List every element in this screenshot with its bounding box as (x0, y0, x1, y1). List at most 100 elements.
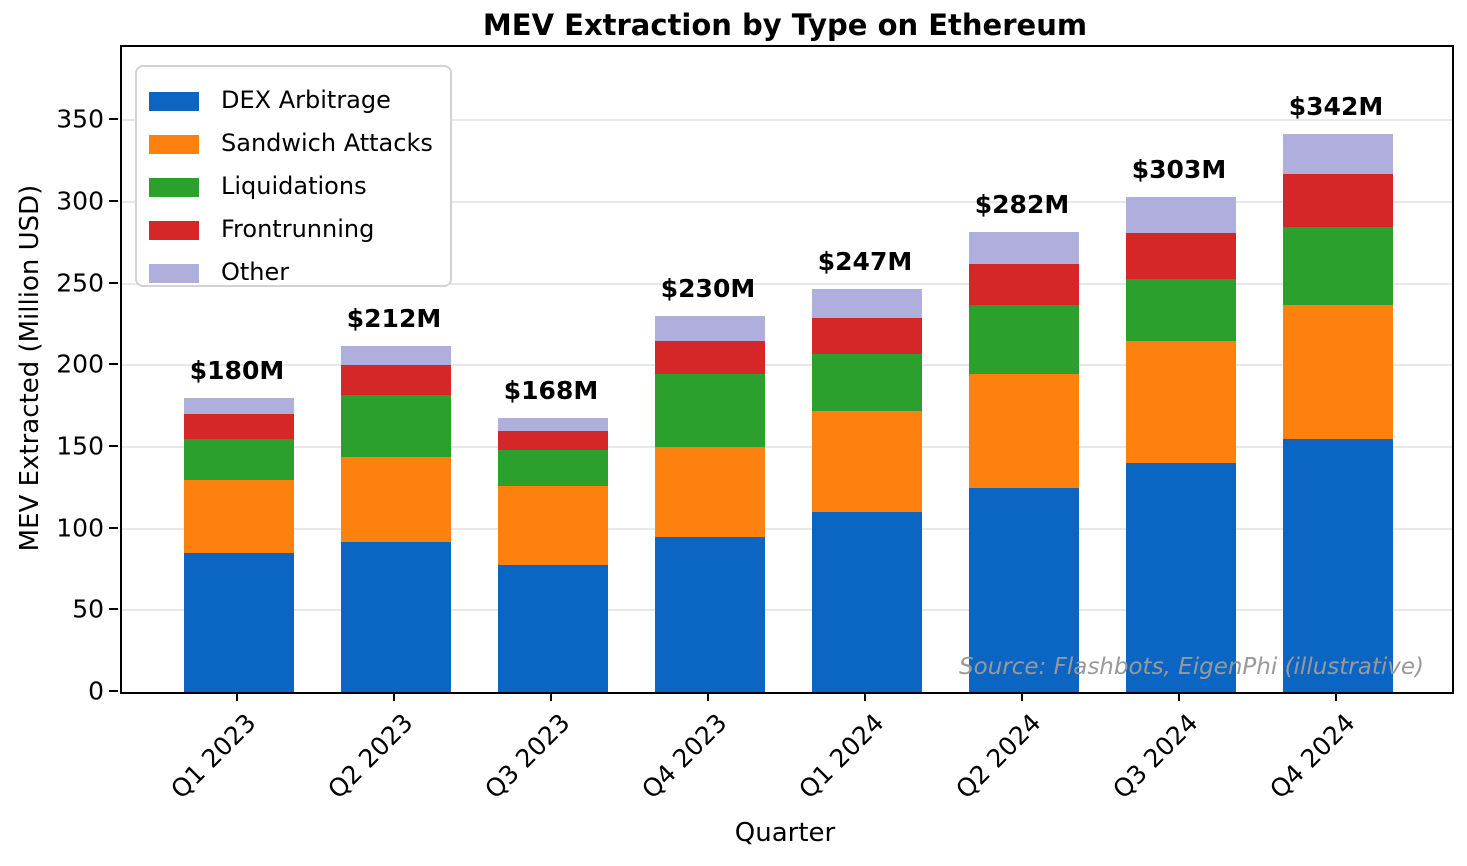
bar-segment-frontrunning (1283, 174, 1393, 227)
legend: DEX Arbitrage Sandwich Attacks Liquidation… (135, 65, 452, 287)
y-tick-mark (109, 200, 118, 203)
y-tick-label: 300 (56, 186, 104, 216)
bar-segment-dex-arbitrage (498, 564, 608, 692)
y-tick-mark (109, 281, 118, 284)
legend-label: Sandwich Attacks (221, 129, 433, 157)
x-tick-mark (707, 692, 709, 701)
bar-segment-other (812, 288, 922, 319)
plot-area: Source: Flashbots, EigenPhi (illustrativ… (120, 45, 1454, 694)
bar-segment-frontrunning (184, 414, 294, 439)
legend-swatch (149, 264, 199, 283)
bar-segment-frontrunning (969, 264, 1079, 305)
legend-item: Frontrunning (137, 209, 450, 252)
x-axis-label: Quarter (734, 818, 836, 848)
legend-swatch (149, 135, 199, 154)
legend-item: Sandwich Attacks (137, 123, 450, 166)
legend-swatch (149, 92, 199, 111)
bar-segment-liquidations (1126, 278, 1236, 341)
bar-segment-other (655, 316, 765, 341)
y-tick-label: 0 (88, 676, 104, 706)
bar-segment-sandwich-attacks (341, 456, 451, 542)
legend-label: Other (221, 258, 290, 286)
x-tick-mark (1178, 692, 1180, 701)
bar-segment-liquidations (341, 394, 451, 457)
x-tick-mark (1335, 692, 1337, 701)
y-gridline (122, 364, 1452, 367)
source-annotation: Source: Flashbots, EigenPhi (illustrativ… (959, 654, 1424, 680)
y-tick-label: 350 (56, 104, 104, 134)
bar-segment-other (1283, 133, 1393, 175)
bar-segment-dex-arbitrage (184, 553, 294, 692)
y-gridline (122, 201, 1452, 204)
bar-segment-other (969, 231, 1079, 265)
bar-segment-sandwich-attacks (1283, 305, 1393, 439)
bar-segment-dex-arbitrage (341, 541, 451, 692)
chart-title: MEV Extraction by Type on Ethereum (482, 8, 1088, 42)
legend-item: Liquidations (137, 166, 450, 209)
bar-total-label: $230M (660, 274, 756, 304)
bar-segment-other (184, 398, 294, 415)
bar-segment-liquidations (969, 305, 1079, 374)
y-tick-label: 200 (56, 349, 104, 379)
y-tick-mark (109, 526, 118, 529)
y-tick-label: 50 (72, 594, 104, 624)
bar-total-label: $247M (817, 246, 913, 276)
bar-segment-liquidations (498, 450, 608, 487)
legend-item: DEX Arbitrage (137, 80, 450, 123)
bar-segment-other (498, 417, 608, 431)
bar-segment-dex-arbitrage (655, 536, 765, 692)
bar-segment-frontrunning (1126, 233, 1236, 279)
bar-segment-dex-arbitrage (1283, 438, 1393, 692)
bar-segment-frontrunning (498, 430, 608, 451)
y-tick-mark (109, 363, 118, 366)
y-gridline (122, 609, 1452, 612)
bar-segment-sandwich-attacks (969, 373, 1079, 488)
bar-segment-sandwich-attacks (655, 447, 765, 537)
y-gridline (122, 119, 1452, 122)
y-tick-label: 250 (56, 268, 104, 298)
y-gridline (122, 446, 1452, 449)
bar-segment-liquidations (655, 373, 765, 448)
legend-swatch (149, 178, 199, 197)
bar-segment-liquidations (184, 438, 294, 480)
y-tick-label: 150 (56, 431, 104, 461)
bar-segment-frontrunning (655, 340, 765, 374)
x-tick-mark (236, 692, 238, 701)
bar-segment-sandwich-attacks (812, 411, 922, 513)
legend-swatch (149, 221, 199, 240)
legend-item: Other (137, 252, 450, 295)
legend-label: Frontrunning (221, 215, 375, 243)
bar-segment-liquidations (1283, 226, 1393, 305)
x-tick-mark (864, 692, 866, 701)
legend-label: Liquidations (221, 172, 367, 200)
bar-total-label: $303M (1131, 155, 1227, 185)
bar-segment-frontrunning (812, 318, 922, 354)
bar-segment-dex-arbitrage (969, 487, 1079, 692)
y-gridline (122, 527, 1452, 530)
y-tick-label: 100 (56, 513, 104, 543)
y-tick-mark (109, 690, 118, 692)
y-tick-mark (109, 118, 118, 121)
y-tick-mark (109, 445, 118, 448)
bar-segment-dex-arbitrage (1126, 463, 1236, 692)
bar-total-label: $212M (346, 303, 442, 333)
legend-label: DEX Arbitrage (221, 86, 391, 114)
bar-segment-other (341, 345, 451, 366)
bar-total-label: $282M (974, 189, 1070, 219)
y-tick-mark (109, 608, 118, 611)
bar-segment-liquidations (812, 353, 922, 412)
bar-segment-other (1126, 197, 1236, 234)
x-tick-mark (550, 692, 552, 701)
bar-total-label: $342M (1288, 91, 1384, 121)
x-tick-mark (1021, 692, 1023, 701)
bar-segment-dex-arbitrage (812, 512, 922, 692)
x-tick-mark (393, 692, 395, 701)
bar-total-label: $168M (503, 375, 599, 405)
y-gridline (122, 282, 1452, 285)
bar-segment-sandwich-attacks (184, 479, 294, 554)
bar-segment-sandwich-attacks (498, 486, 608, 565)
bar-segment-frontrunning (341, 365, 451, 395)
bar-total-label: $180M (189, 356, 285, 386)
bar-segment-sandwich-attacks (1126, 340, 1236, 464)
